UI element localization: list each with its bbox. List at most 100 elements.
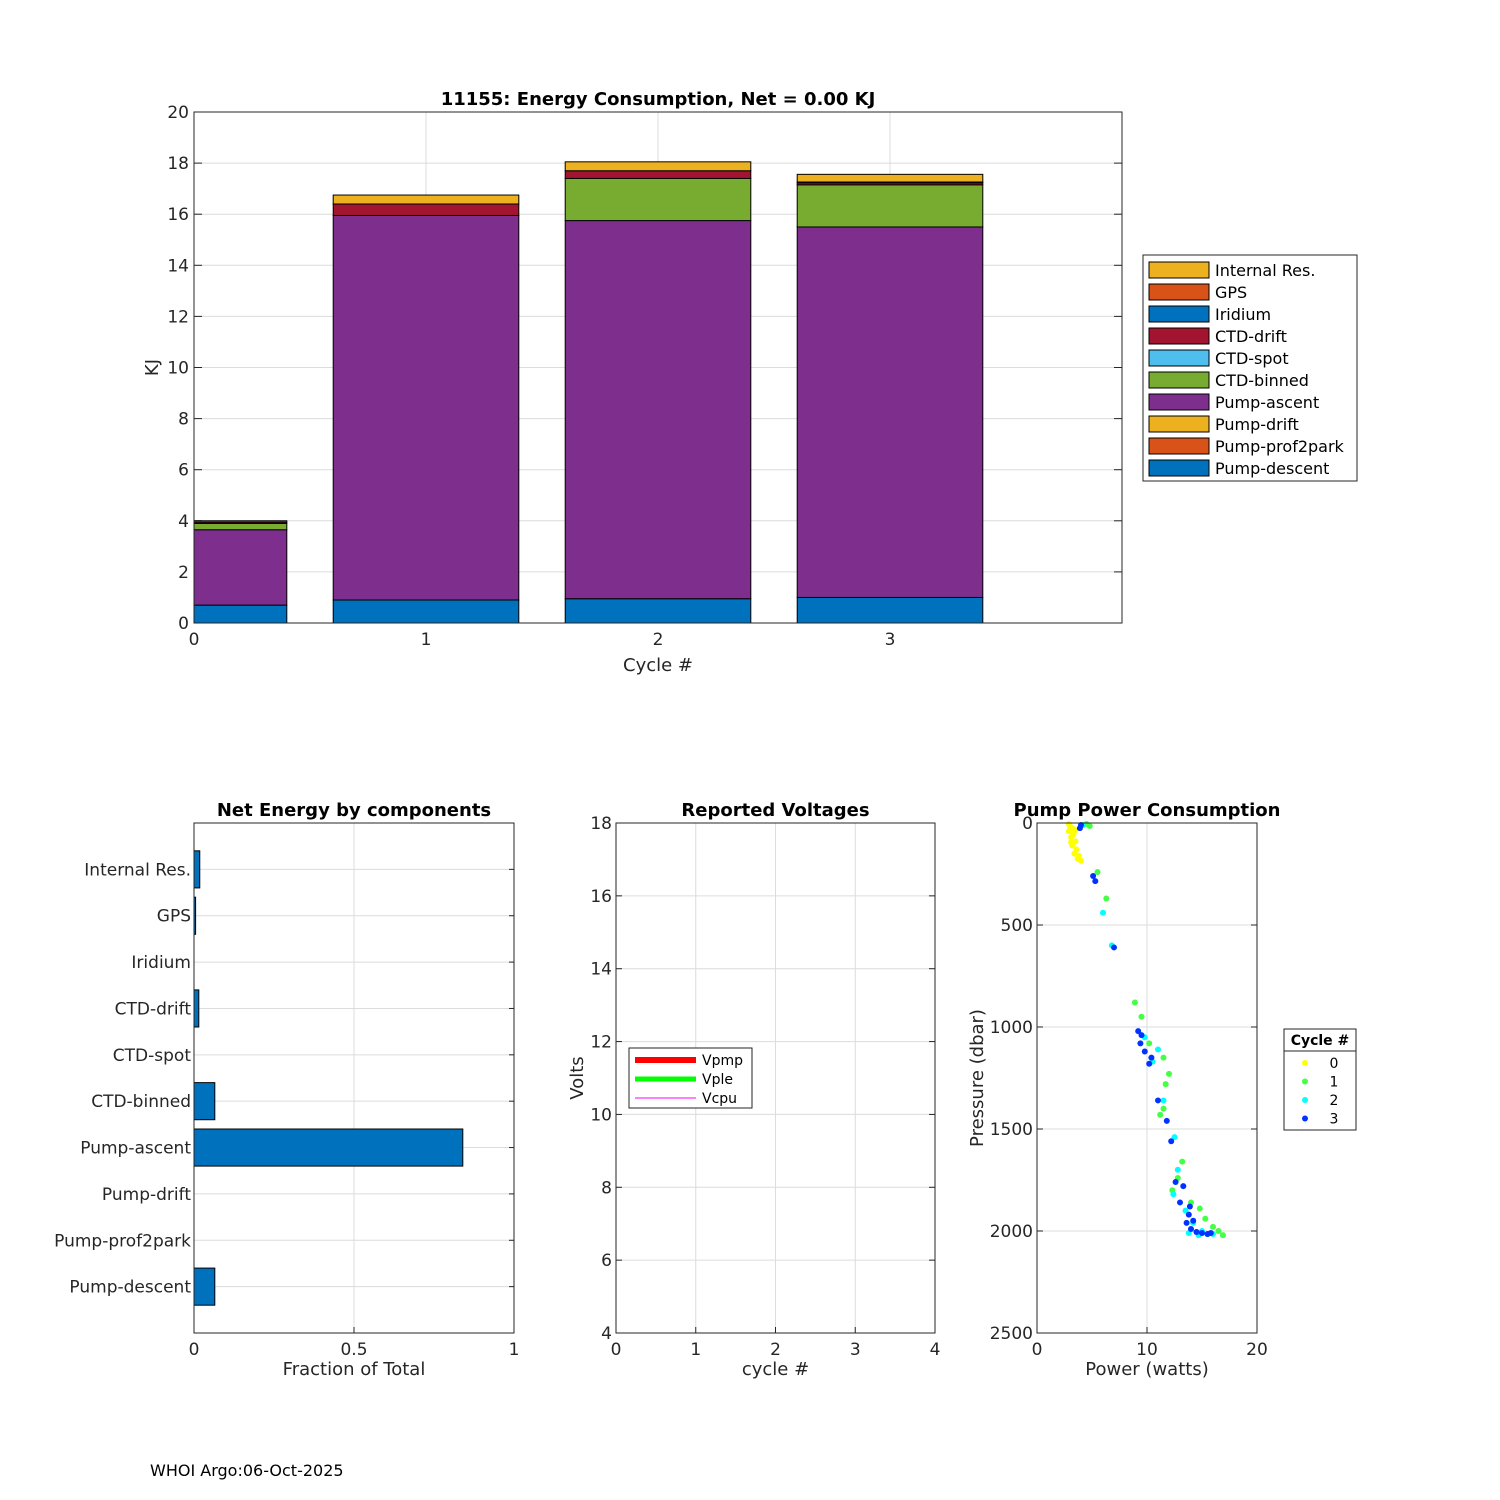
legend-label: Pump-ascent (1215, 393, 1319, 412)
bar-internal-res--cycle-2 (564, 161, 752, 172)
point-cycle-3 (1090, 873, 1097, 880)
x-tick-label: 0 (611, 1340, 622, 1360)
y-tick-label: 0 (178, 614, 189, 634)
x-axis-label: Fraction of Total (283, 1359, 426, 1380)
category-label: CTD-drift (115, 999, 192, 1019)
bar-ctd-binned-cycle-0 (193, 522, 288, 531)
category-label: Pump-prof2park (54, 1231, 191, 1251)
point-cycle-2 (1170, 1191, 1177, 1198)
legend-label: Pump-descent (1215, 459, 1329, 478)
point-cycle-0 (1068, 834, 1075, 841)
bar-pump-ascent-cycle-0 (193, 529, 288, 606)
point-cycle-1 (1157, 1111, 1164, 1118)
category-label: Pump-descent (69, 1278, 191, 1298)
chart-title: 11155: Energy Consumption, Net = 0.00 KJ (441, 89, 876, 110)
y-tick-label: 4 (178, 512, 189, 532)
point-cycle-3 (1185, 1211, 1192, 1218)
y-tick-label: 8 (601, 1178, 612, 1198)
x-tick-label: 0 (189, 630, 200, 650)
legend-marker (1302, 1078, 1308, 1085)
chart-title: Net Energy by components (217, 800, 491, 821)
point-cycle-1 (1103, 895, 1110, 902)
point-cycle-3 (1193, 1229, 1200, 1236)
legend-swatch (1148, 393, 1210, 411)
legend-label: CTD-spot (1215, 349, 1289, 368)
x-axis-label: Power (watts) (1085, 1359, 1208, 1380)
point-cycle-1 (1179, 1158, 1186, 1165)
legend-swatch (1148, 261, 1210, 279)
legend-label: Vpmp (702, 1053, 743, 1069)
point-cycle-3 (1172, 1179, 1179, 1186)
y-tick-label: 2000 (990, 1222, 1033, 1242)
point-cycle-1 (1160, 1054, 1167, 1061)
x-axis-label: Cycle # (623, 655, 693, 676)
y-axis-label: Pressure (dbar) (967, 1009, 988, 1147)
category-label: Pump-drift (102, 1185, 191, 1205)
point-cycle-3 (1186, 1203, 1193, 1210)
legend-marker (1302, 1097, 1308, 1103)
y-tick-label: 1000 (990, 1018, 1033, 1038)
legend-swatch (1148, 349, 1210, 367)
bar-pump-descent-cycle-0 (193, 604, 288, 624)
legend-swatch (1148, 305, 1210, 323)
point-cycle-3 (1148, 1054, 1155, 1061)
legend-label: CTD-drift (1215, 327, 1287, 346)
bar-pump-descent-cycle-3 (796, 596, 984, 624)
x-tick-label: 10 (1136, 1340, 1158, 1360)
point-cycle-3 (1207, 1230, 1214, 1237)
y-tick-label: 12 (590, 1033, 612, 1053)
bar-pump-descent (193, 1267, 216, 1306)
y-tick-label: 0 (1022, 814, 1033, 834)
y-axis-label: Volts (567, 1056, 588, 1099)
x-tick-label: 0.5 (340, 1340, 367, 1360)
voltages-legend: Vpmp Vple Vcpu (628, 1047, 753, 1109)
bar-internal-res--cycle-3 (796, 173, 984, 183)
bar-pump-ascent-cycle-3 (796, 226, 984, 598)
chart-title: Reported Voltages (681, 800, 869, 821)
point-cycle-2 (1174, 1166, 1181, 1173)
y-tick-label: 6 (601, 1251, 612, 1271)
y-axis-label: KJ (142, 359, 163, 376)
footer-text: WHOI Argo:06-Oct-2025 (150, 1461, 344, 1480)
legend-label: 1 (1330, 1075, 1339, 1091)
point-cycle-1 (1146, 1040, 1153, 1047)
legend-label: GPS (1215, 283, 1247, 302)
y-tick-label: 10 (590, 1105, 612, 1125)
point-cycle-3 (1199, 1230, 1205, 1237)
y-tick-label: 18 (167, 154, 189, 174)
category-label: Pump-ascent (80, 1139, 191, 1159)
legend-marker (1302, 1060, 1308, 1066)
components-chart: 0 0.5 1 Internal Res. GPS Iridium CTD-drift CTD… (54, 800, 519, 1380)
x-tick-label: 4 (930, 1340, 941, 1360)
x-axis-label: cycle # (742, 1359, 809, 1380)
point-cycle-2 (1100, 909, 1106, 916)
y-tick-label: 500 (1001, 916, 1033, 936)
chart-title: Pump Power Consumption (1014, 800, 1281, 821)
x-tick-label: 3 (850, 1340, 861, 1360)
y-tick-label: 14 (167, 256, 189, 276)
bar-pump-ascent (193, 1128, 464, 1167)
plot-frame (615, 822, 936, 1334)
point-cycle-1 (1160, 1105, 1167, 1112)
y-tick-label: 12 (167, 307, 189, 327)
legend-label: Pump-drift (1215, 415, 1299, 434)
point-cycle-0 (1078, 857, 1084, 864)
legend-swatch (1148, 415, 1210, 433)
bar-pump-ascent-cycle-1 (332, 214, 520, 601)
point-cycle-1 (1166, 1070, 1172, 1077)
point-cycle-3 (1146, 1060, 1153, 1067)
point-cycle-1 (1219, 1232, 1226, 1239)
point-cycle-3 (1135, 1028, 1142, 1035)
legend-label: CTD-binned (1215, 371, 1309, 390)
point-cycle-3 (1190, 1217, 1197, 1224)
legend-label: 2 (1330, 1093, 1339, 1109)
point-cycle-3 (1138, 1032, 1145, 1039)
point-cycle-3 (1111, 944, 1117, 951)
bar-ctd-drift-cycle-2 (564, 170, 752, 179)
y-tick-label: 2500 (990, 1324, 1033, 1344)
x-tick-label: 20 (1246, 1340, 1268, 1360)
point-cycle-1 (1162, 1081, 1169, 1088)
